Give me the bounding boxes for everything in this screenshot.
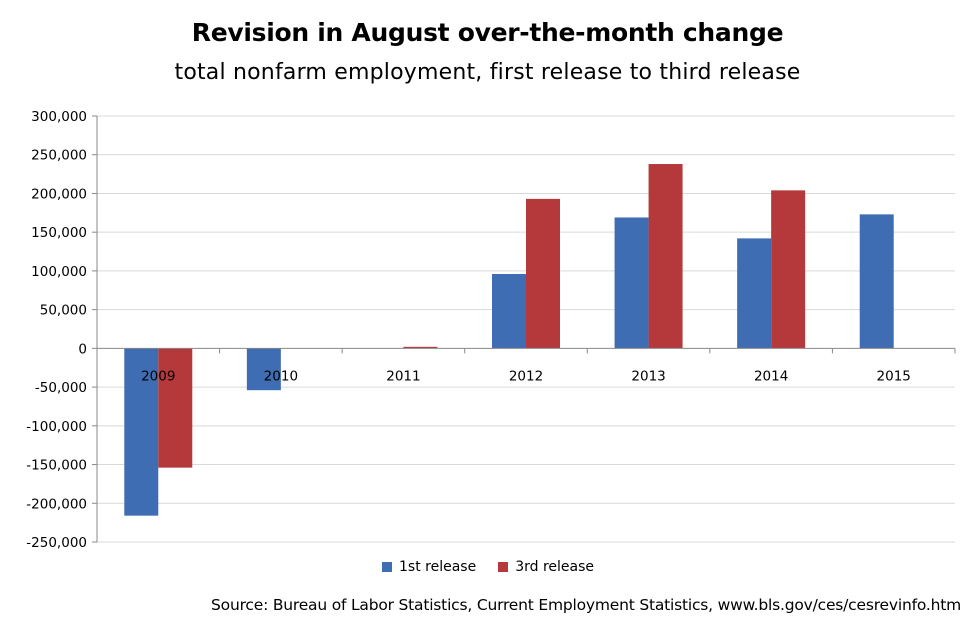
x-tick-label-2009: 2009 [141, 368, 175, 384]
legend: 1st release 3rd release [382, 559, 616, 575]
legend-label-1st-release: 1st release [399, 559, 477, 575]
bar-3rd-release-2011 [403, 346, 438, 349]
x-tick-label-2013: 2013 [631, 368, 665, 384]
y-tick-label: 300,000 [31, 109, 87, 125]
bar-3rd-release-2009 [158, 348, 193, 468]
x-tick-label-2010: 2010 [264, 368, 298, 384]
legend-item-1st-release: 1st release [382, 559, 476, 575]
x-tick-label-2012: 2012 [509, 368, 543, 384]
chart-subtitle: total nonfarm employment, first release … [174, 60, 801, 85]
y-tick-label: -250,000 [26, 535, 87, 551]
bar-3rd-release-2012 [526, 198, 560, 349]
source-note: Source: Bureau of Labor Statistics, Curr… [211, 596, 961, 614]
bar-1st-release-2009 [124, 348, 159, 516]
y-tick-label: -200,000 [26, 496, 87, 512]
legend-item-3rd-release: 3rd release [498, 559, 594, 575]
y-tick-label: -50,000 [35, 380, 87, 396]
y-tick-label: 250,000 [31, 148, 87, 164]
x-tick-label-2011: 2011 [386, 368, 420, 384]
bar-1st-release-2013 [614, 217, 649, 349]
axes [92, 115, 956, 543]
bar-3rd-release-2014 [771, 190, 806, 349]
bar-3rd-release-2013 [648, 164, 683, 349]
y-tick-label: -150,000 [26, 458, 87, 474]
y-tick-label: 200,000 [31, 186, 87, 202]
legend-swatch-3rd-release [498, 562, 509, 572]
legend-label-3rd-release: 3rd release [515, 559, 595, 575]
y-tick-label: 150,000 [31, 225, 87, 241]
bar-1st-release-2014 [737, 238, 772, 349]
y-tick-label: 100,000 [31, 264, 87, 280]
y-tick-label: 0 [78, 341, 87, 357]
y-tick-label: 50,000 [40, 303, 87, 319]
bar-1st-release-2015 [859, 214, 894, 349]
legend-swatch-1st-release [382, 562, 392, 572]
bars [124, 164, 894, 516]
bar-1st-release-2010 [246, 348, 281, 391]
gridlines [97, 115, 955, 543]
y-tick-label: -100,000 [26, 419, 87, 435]
x-tick-label-2015: 2015 [877, 368, 911, 384]
tick-labels: 300,000 250,000 200,000 150,000 100,000 50,00… [26, 109, 911, 551]
bar-1st-release-2012 [492, 274, 526, 349]
x-tick-label-2014: 2014 [754, 368, 788, 384]
chart-title: Revision in August over-the-month change [191, 18, 784, 47]
